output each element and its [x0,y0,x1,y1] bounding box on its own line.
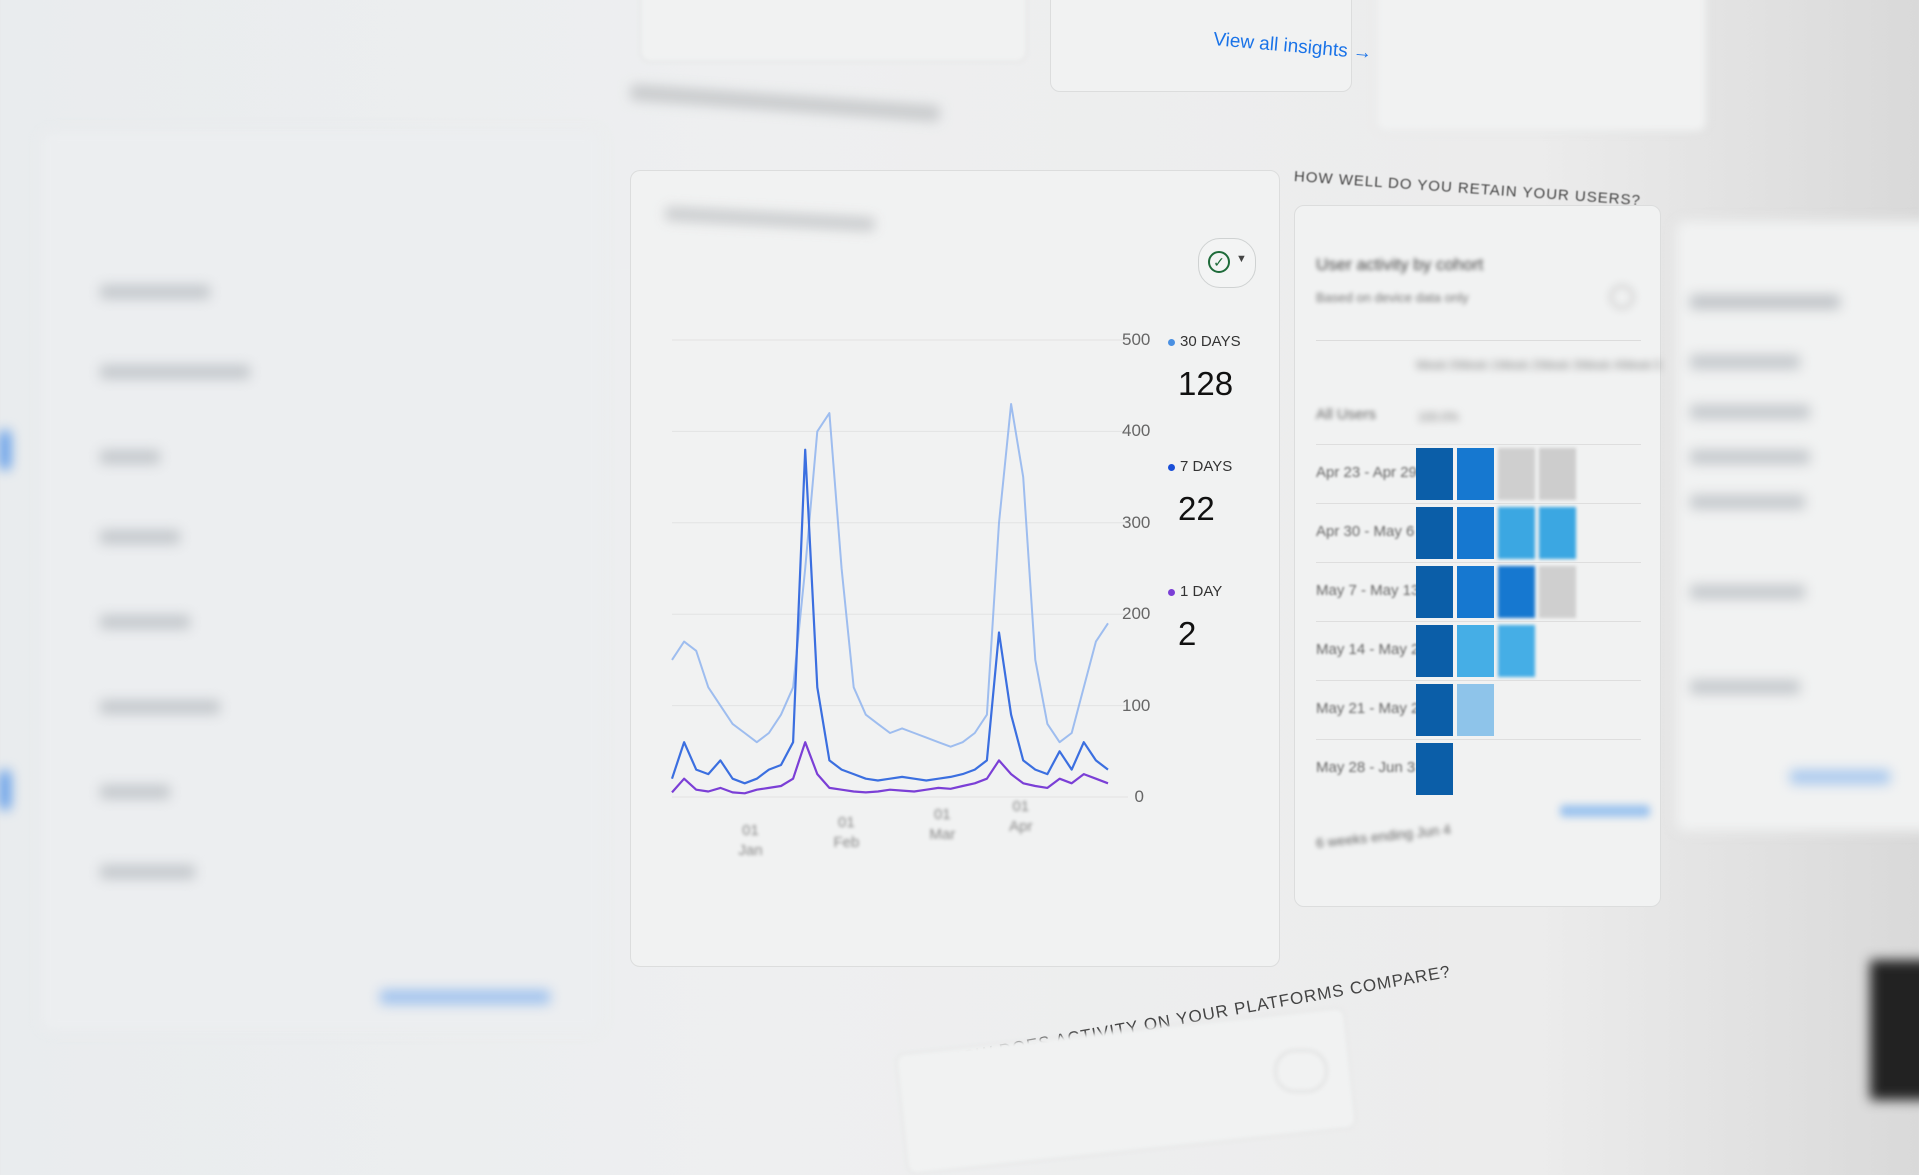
divider [1316,680,1641,681]
y-tick-label: 100 [1122,695,1151,715]
y-tick-label: 0 [1134,787,1144,806]
nav-indicator [0,430,10,470]
cohort-cell[interactable] [1416,625,1453,677]
x-tick-label: 01 Feb [833,814,859,851]
platforms-filter-button[interactable] [1275,1050,1327,1092]
y-tick-label: 500 [1122,330,1151,349]
retention-subtitle: Based on device data only [1316,290,1469,305]
week-header: Week 5 [1621,358,1662,372]
week-header: Week 1 [1457,358,1498,372]
cohort-row-label: Apr 23 - Apr 29 [1316,464,1417,481]
divider [1316,340,1641,341]
legend-1-day-value: 2 [1178,615,1197,652]
week-header: Week 3 [1539,358,1580,372]
retention-menu-icon[interactable] [1610,285,1634,309]
legend-30-days[interactable]: 30 DAYS [1168,333,1241,350]
all-users-label: All Users [1316,406,1377,423]
monitor-bezel [1870,960,1919,1100]
list-item [1690,450,1810,464]
cohort-cell[interactable] [1416,743,1453,795]
cohort-cell[interactable] [1457,566,1494,618]
cohort-cell[interactable] [1416,684,1453,736]
divider [1316,503,1641,504]
legend-7-days-value: 22 [1178,490,1215,527]
series-line-0 [671,403,1109,748]
divider [1316,444,1641,445]
divider [1316,562,1641,563]
cohort-cell[interactable] [1498,625,1535,677]
list-item[interactable] [100,785,170,799]
list-item [1690,295,1840,309]
arrow-right-icon: → [1352,41,1373,64]
all-users-value: 100.0% [1418,410,1459,424]
check-circle-icon: ✓ [1208,251,1230,273]
cohort-cell[interactable] [1539,448,1576,500]
dot-icon [1168,338,1175,346]
cohort-cell[interactable] [1498,507,1535,559]
caret-down-icon: ▼ [1236,253,1247,265]
list-item[interactable] [100,865,195,879]
cohort-row-label: May 7 - May 13 [1316,582,1420,599]
week-header: Week 2 [1498,358,1539,372]
cohort-cell[interactable] [1457,507,1494,559]
chart-filter-button[interactable]: ✓ ▼ [1198,238,1256,288]
retention-title: User activity by cohort [1316,255,1484,274]
series-line-1 [670,448,1109,785]
cohort-cell[interactable] [1416,448,1453,500]
y-tick-label: 400 [1122,421,1151,441]
list-item[interactable] [100,700,220,714]
list-item [1690,495,1805,509]
list-item [1690,585,1805,599]
cohort-cell[interactable] [1457,448,1494,500]
list-item[interactable] [100,615,190,629]
dot-icon [1168,588,1175,596]
divider [1316,621,1641,622]
y-tick-label: 200 [1122,604,1151,624]
cohort-cell[interactable] [1416,566,1453,618]
list-item [1690,405,1810,419]
series-line-2 [671,741,1109,795]
week-header: Week 4 [1580,358,1621,372]
top-card-insights [1050,0,1352,92]
cohort-cell[interactable] [1539,507,1576,559]
nav-indicator [0,770,10,810]
cohort-cell[interactable] [1457,684,1494,736]
cohort-cell[interactable] [1416,507,1453,559]
section-heading-blurred [629,84,941,122]
x-tick-label: 01 Apr [1009,798,1032,835]
divider [1316,739,1641,740]
list-item [1690,680,1800,694]
cohort-cell[interactable] [1539,566,1576,618]
retention-link[interactable] [1560,805,1650,817]
right-card [1675,220,1919,832]
legend-7-days[interactable]: 7 DAYS [1168,458,1232,475]
list-link[interactable] [380,990,550,1004]
top-card-left [640,0,1027,62]
cohort-row-label: May 14 - May 20 [1316,641,1428,658]
top-card-right [1375,0,1707,132]
list-item[interactable] [100,530,180,544]
cohort-row-label: May 21 - May 27 [1316,700,1428,717]
list-item[interactable] [100,285,210,299]
y-tick-label: 300 [1122,512,1151,532]
week-header: Week 0 [1416,358,1457,372]
legend-1-day[interactable]: 1 DAY [1168,583,1222,600]
list-item[interactable] [100,450,160,464]
list-item[interactable] [100,365,250,379]
cohort-row-label: May 28 - Jun 3 [1316,759,1416,776]
left-panel [40,130,602,1032]
x-tick-label: 01 Mar [929,806,955,843]
cohort-cell[interactable] [1498,566,1535,618]
legend-30-days-value: 128 [1178,365,1234,402]
cohort-cell[interactable] [1457,625,1494,677]
list-link[interactable] [1790,770,1890,784]
activity-chart-card [630,170,1280,967]
activity-line-chart: 01 Jan 01 Feb 01 Mar 01 Apr [670,339,1128,859]
dot-icon [1168,463,1175,471]
retention-heading: HOW WELL DO YOU RETAIN YOUR USERS? [1293,168,1642,210]
cohort-cell[interactable] [1498,448,1535,500]
cohort-row-label: Apr 30 - May 6 [1316,523,1415,540]
list-item [1690,355,1800,369]
x-tick-label: 01 Jan [738,822,762,859]
